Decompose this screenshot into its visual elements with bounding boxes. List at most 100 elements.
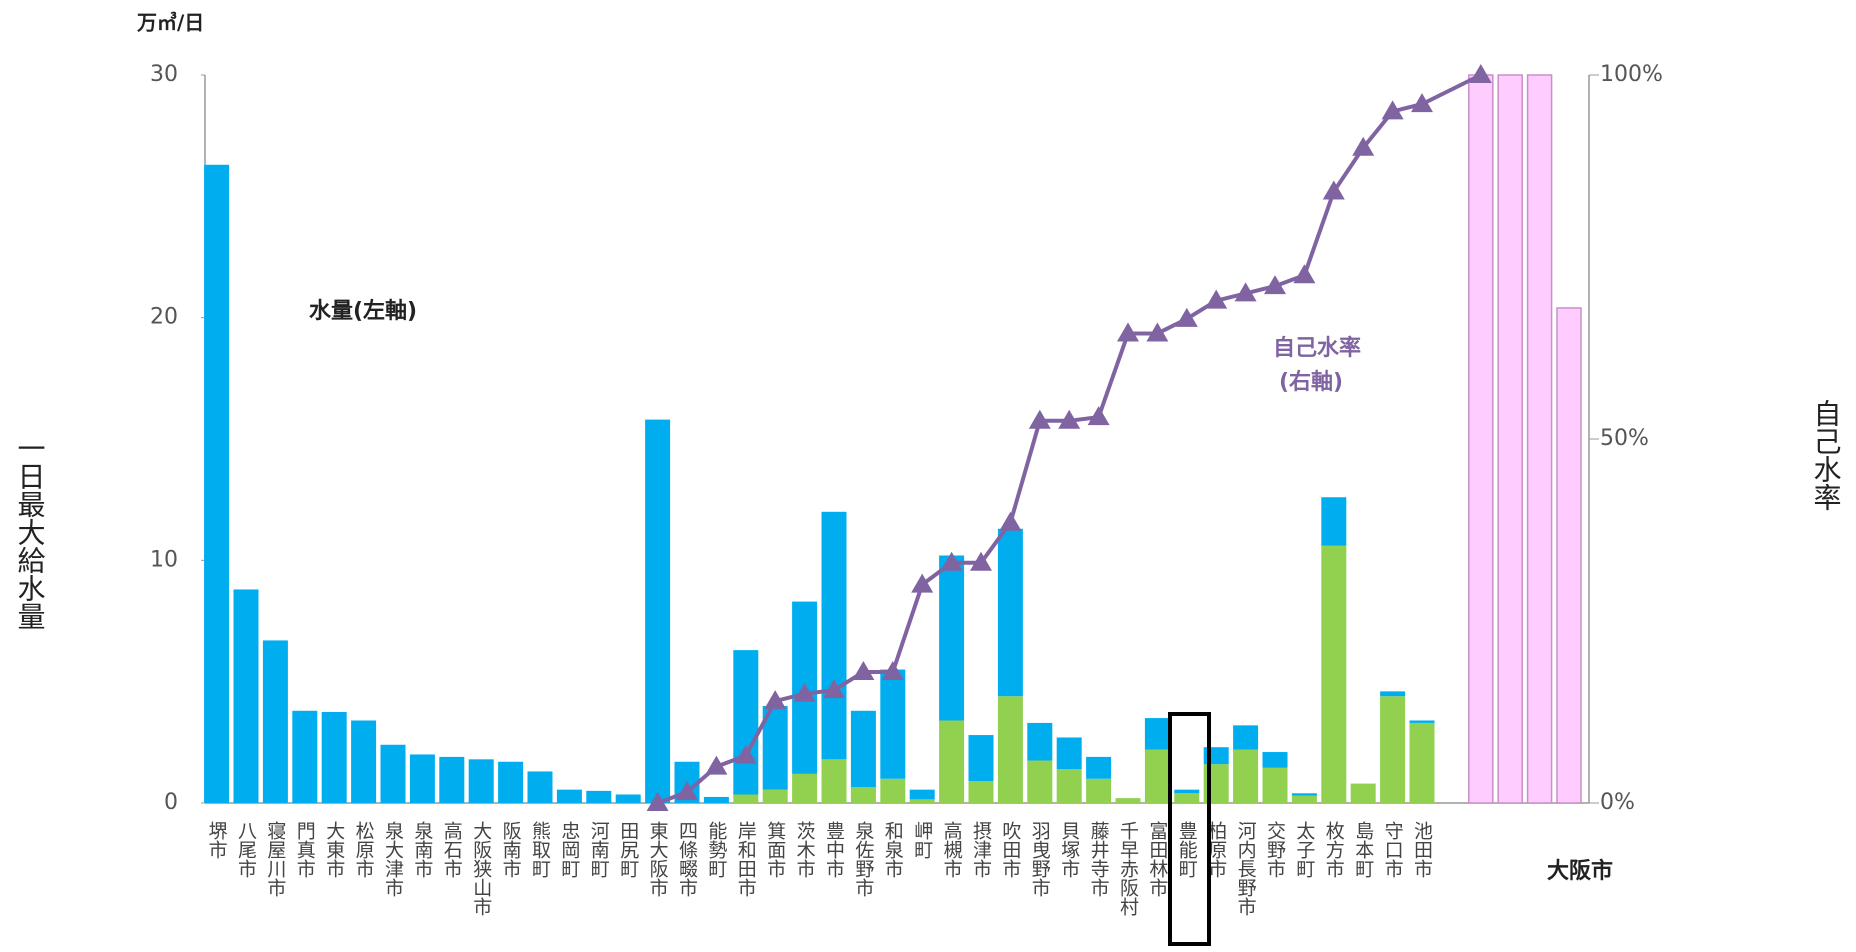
x-tick-label: 忠岡町 — [558, 821, 580, 878]
x-tick-label: 豊中市 — [823, 821, 845, 878]
y-tick-label: 10 — [150, 547, 178, 572]
bar — [909, 789, 935, 800]
bar — [733, 794, 759, 803]
bar — [1144, 718, 1170, 750]
bar — [615, 794, 641, 803]
bar — [880, 778, 906, 803]
x-tick-label: 箕面市 — [764, 821, 786, 878]
x-tick-label: 大東市 — [323, 821, 345, 878]
osaka-bar — [1497, 74, 1523, 804]
x-tick-label: 千早赤阪村 — [1117, 821, 1139, 916]
bar — [968, 781, 994, 803]
rate-marker — [646, 792, 669, 811]
bar — [1409, 722, 1435, 803]
y2-tick-label: 50% — [1600, 426, 1649, 451]
bar — [1233, 749, 1259, 803]
rate-marker — [764, 690, 787, 710]
bar — [1086, 756, 1112, 779]
rate-marker — [1146, 322, 1169, 342]
x-tick-label: 藤井寺市 — [1088, 821, 1110, 897]
y-tick-label: 20 — [150, 305, 178, 330]
bar — [968, 735, 994, 782]
x-tick-label: 泉大津市 — [382, 821, 404, 897]
bar — [439, 756, 465, 803]
osaka-bar — [1556, 307, 1582, 804]
x-tick-label: 阪南市 — [500, 821, 522, 878]
rate-marker — [734, 744, 757, 764]
bar — [204, 164, 230, 803]
x-tick-label: 富田林市 — [1146, 821, 1168, 897]
annotation: 自己水率 — [1273, 335, 1361, 361]
x-tick-label: 高槻市 — [941, 821, 963, 878]
x-tick-label: 摂津市 — [970, 821, 992, 878]
bar — [1086, 778, 1112, 803]
rate-marker — [1293, 264, 1316, 284]
x-tick-label: 交野市 — [1264, 821, 1286, 878]
rate-marker — [705, 755, 728, 775]
bar — [1027, 722, 1053, 761]
bar — [1115, 798, 1141, 803]
bar — [292, 710, 318, 803]
x-tick-label: 茨木市 — [794, 821, 816, 878]
bar — [1409, 720, 1435, 723]
bar — [939, 555, 965, 721]
rate-marker — [1469, 64, 1492, 83]
x-tick-label: 能勢町 — [705, 821, 727, 878]
highlight-box — [1168, 712, 1211, 946]
group-label: 大阪市 — [1547, 858, 1613, 884]
rate-marker — [1058, 409, 1081, 429]
bar — [468, 759, 494, 803]
rate-marker — [1205, 289, 1228, 309]
y2-axis-label: 自己水率 — [1810, 399, 1843, 511]
x-tick-label: 東大阪市 — [647, 821, 669, 897]
bar — [1321, 497, 1347, 546]
annotation: (右軸) — [1279, 369, 1343, 395]
bar — [1291, 795, 1317, 803]
bar — [850, 787, 876, 803]
rate-marker — [1322, 180, 1345, 200]
y-tick-label: 0 — [164, 790, 178, 815]
x-tick-label: 寝屋川市 — [264, 821, 286, 897]
x-tick-label: 泉南市 — [411, 821, 433, 878]
bar — [909, 799, 935, 803]
bar — [233, 589, 259, 803]
y-axis-label: 一日最大給水量 — [14, 434, 47, 630]
y2-tick-label: 100% — [1600, 62, 1663, 87]
bar — [380, 744, 406, 803]
bar — [1321, 545, 1347, 803]
x-tick-label: 門真市 — [294, 821, 316, 878]
bar — [792, 773, 818, 803]
rate-marker — [1264, 275, 1286, 295]
bar — [262, 640, 288, 803]
rate-marker — [1411, 93, 1433, 113]
rate-marker — [940, 551, 963, 571]
bar — [1262, 767, 1288, 803]
x-tick-label: 太子町 — [1293, 821, 1315, 878]
bar — [1174, 793, 1200, 803]
x-tick-label: 河内長野市 — [1235, 821, 1257, 916]
rate-marker — [1028, 409, 1051, 429]
bar — [997, 696, 1023, 803]
bar — [1027, 760, 1053, 803]
rate-marker — [1087, 406, 1110, 426]
x-tick-label: 泉佐野市 — [852, 821, 874, 897]
annotation: 水量(左軸) — [309, 298, 417, 324]
rate-line — [656, 73, 1482, 805]
x-tick-label: 羽曳野市 — [1029, 821, 1051, 897]
bar — [821, 511, 847, 760]
rate-marker — [1234, 282, 1257, 302]
bar — [1380, 691, 1406, 697]
rate-marker — [1352, 136, 1375, 156]
bar — [1233, 725, 1259, 750]
bar — [1144, 749, 1170, 803]
bar — [703, 796, 729, 803]
bar — [1174, 789, 1200, 794]
x-tick-label: 枚方市 — [1323, 821, 1345, 878]
x-tick-label: 河南町 — [588, 821, 610, 878]
x-tick-label: 貝塚市 — [1058, 821, 1080, 878]
bar — [850, 710, 876, 788]
x-tick-label: 田尻町 — [617, 821, 639, 878]
x-tick-label: 熊取町 — [529, 821, 551, 878]
x-tick-label: 豊能町 — [1176, 821, 1198, 878]
